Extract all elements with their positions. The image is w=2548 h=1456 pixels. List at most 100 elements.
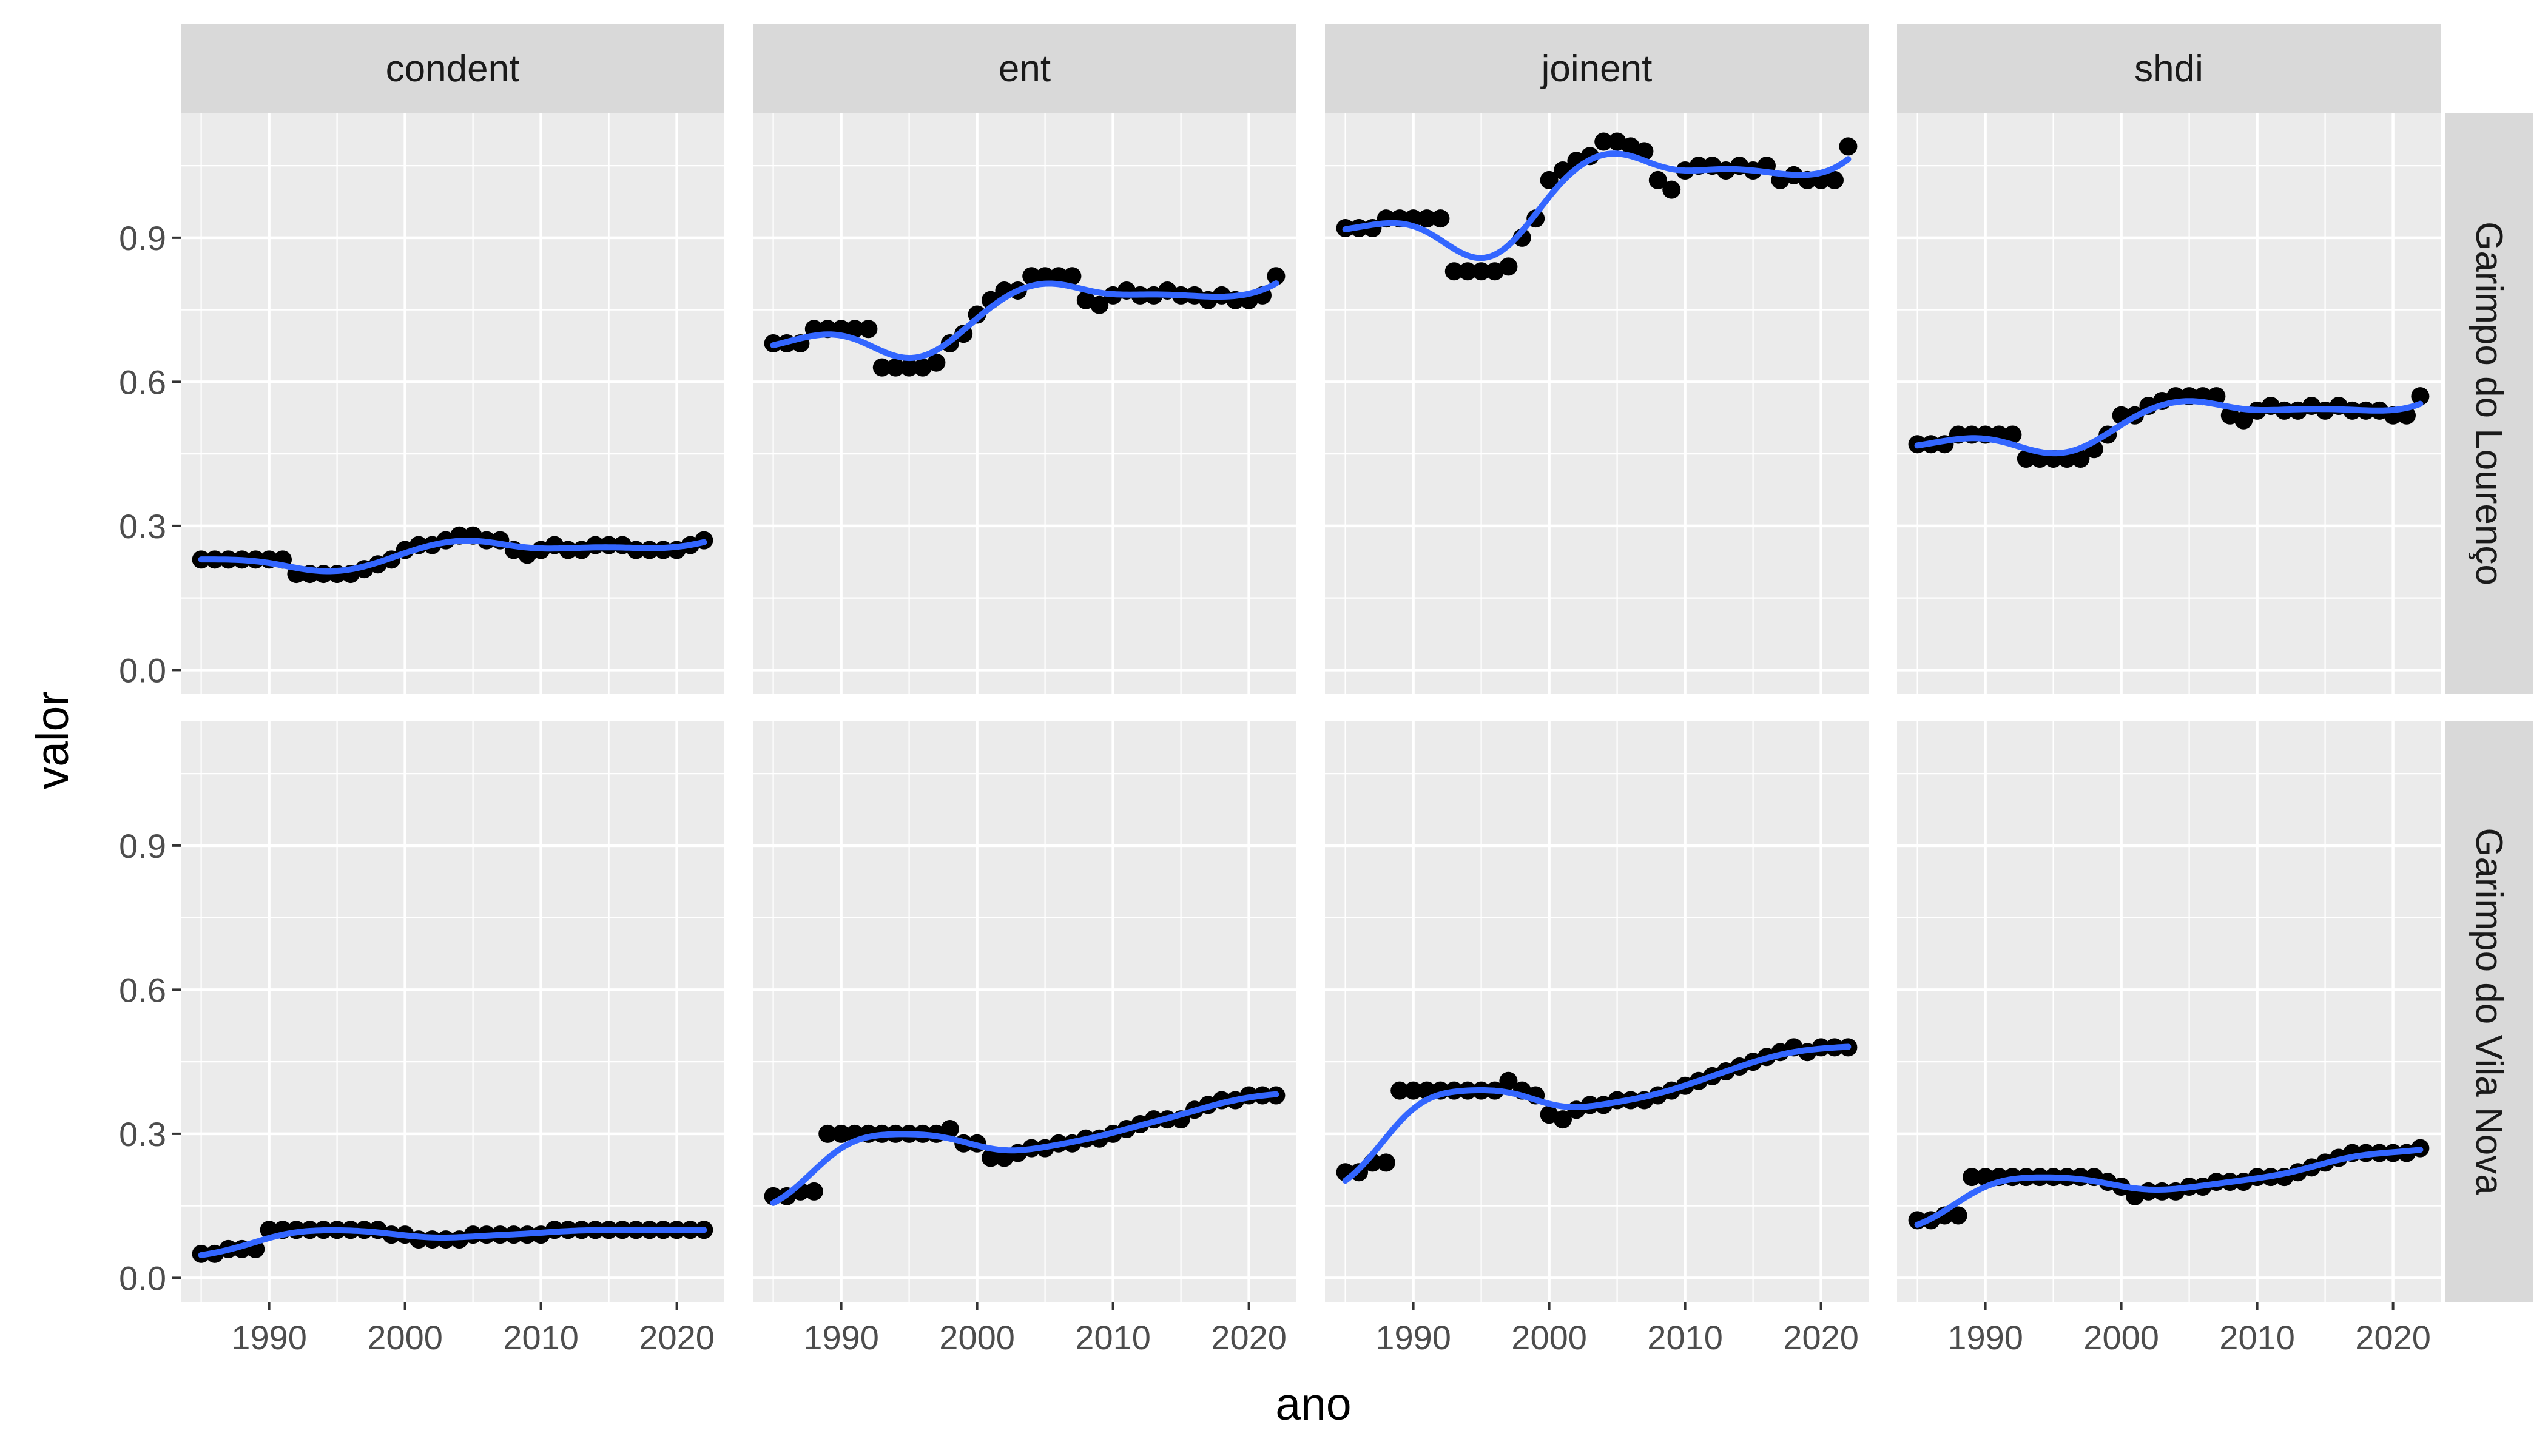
data-point	[872, 358, 891, 377]
data-point	[1050, 267, 1068, 286]
panel-background	[1325, 113, 1869, 694]
axes-layer: 0.0 0.3 0.6 0.9 0.0 0.3 0.6 0.9 1990 2000 2010 2020…	[119, 219, 2431, 1357]
panel-background	[753, 113, 1296, 694]
smooth-line	[770, 280, 1279, 362]
y-tick-label: 0.9	[119, 219, 166, 257]
data-point	[1267, 267, 1286, 286]
data-point	[2411, 387, 2430, 406]
panel-condent-row-2	[181, 721, 724, 1302]
data-point	[1554, 1110, 1572, 1129]
data-point	[1090, 295, 1109, 314]
data-point	[1022, 267, 1041, 286]
data-point	[1825, 170, 1844, 189]
data-point	[982, 1148, 1000, 1167]
y-tick-label: 0.3	[119, 1115, 166, 1153]
data-point	[1444, 262, 1463, 281]
x-tick-label: 2020	[1211, 1318, 1287, 1357]
y-axis-title: valor	[27, 691, 78, 790]
panel-background	[753, 721, 1296, 1302]
data-point	[900, 358, 918, 377]
strip-joinent	[1325, 24, 1869, 113]
panels-layer	[181, 113, 2441, 1302]
smooth-line	[1342, 1043, 1852, 1184]
data-point	[1431, 209, 1450, 228]
x-tick-label: 2020	[1783, 1318, 1859, 1357]
data-point	[846, 320, 864, 339]
x-tick-label: 2010	[1647, 1318, 1723, 1357]
panel-background	[181, 721, 724, 1302]
data-point	[1390, 1081, 1409, 1100]
data-point	[1648, 170, 1667, 189]
x-tick-label: 2020	[639, 1318, 715, 1357]
data-point	[832, 1124, 851, 1143]
panel-background	[1325, 721, 1869, 1302]
smooth-line	[1914, 398, 2424, 457]
x-tick-label: 2000	[367, 1318, 443, 1357]
strip-label-shdi: shdi	[2134, 48, 2203, 90]
y-tick-label: 0.6	[119, 363, 166, 401]
strip-label-ent: ent	[999, 48, 1051, 90]
y-tick-label: 0.0	[119, 1259, 166, 1297]
smooth-line	[198, 1227, 707, 1258]
x-tick-label: 1990	[1375, 1318, 1451, 1357]
strip-shdi	[1897, 24, 2441, 113]
strip-ent	[753, 24, 1296, 113]
x-tick-label: 2000	[2083, 1318, 2159, 1357]
data-point	[2003, 425, 2022, 444]
strip-label-condent: condent	[386, 48, 520, 90]
smooth-line	[198, 538, 707, 575]
panel-shdi-row-2	[1897, 721, 2441, 1302]
panel-ent-row-2	[753, 721, 1296, 1302]
data-point	[1377, 1153, 1395, 1172]
data-point	[886, 358, 905, 377]
data-point	[1418, 209, 1436, 228]
data-point	[2071, 450, 2090, 468]
row-strips: Garimpo do Lourenço Garimpo do Vila Nova	[2445, 113, 2533, 1302]
smooth-line	[770, 1091, 1279, 1206]
data-point	[1499, 1071, 1518, 1090]
data-point	[2017, 450, 2035, 468]
data-point	[1540, 170, 1559, 189]
data-point	[1839, 137, 1858, 156]
x-tick-label: 1990	[1947, 1318, 2023, 1357]
panel-joinent-row-1	[1325, 113, 1869, 694]
row-strip-1	[2445, 113, 2533, 694]
x-axis-title: ano	[1275, 1378, 1351, 1429]
x-tick-label: 1990	[803, 1318, 879, 1357]
data-point	[1976, 1168, 1995, 1187]
panel-joinent-row-2	[1325, 721, 1869, 1302]
strip-label-joinent: joinent	[1540, 48, 1653, 90]
x-tick-label: 2010	[503, 1318, 579, 1357]
data-point	[1472, 262, 1491, 281]
data-point	[1404, 1081, 1423, 1100]
x-tick-label: 2010	[1075, 1318, 1151, 1357]
y-tick-label: 0.9	[119, 827, 166, 865]
row-strip-label: Garimpo do Lourenço	[2468, 221, 2510, 585]
x-tick-label: 2010	[2219, 1318, 2295, 1357]
x-tick-label: 2000	[939, 1318, 1015, 1357]
row-strip-label: Garimpo do Vila Nova	[2468, 827, 2510, 1195]
y-tick-label: 0.6	[119, 971, 166, 1009]
data-point	[2234, 411, 2253, 430]
panel-background	[1897, 721, 2441, 1302]
column-strips: condent ent joinent shdi	[181, 24, 2441, 113]
panel-condent-row-1	[181, 113, 724, 694]
panel-background	[181, 113, 724, 694]
row-strip-2	[2445, 721, 2533, 1302]
data-point	[859, 320, 878, 339]
x-tick-label: 2000	[1511, 1318, 1587, 1357]
x-tick-label: 1990	[231, 1318, 307, 1357]
data-point	[804, 1182, 823, 1201]
y-tick-label: 0.3	[119, 507, 166, 545]
panel-ent-row-1	[753, 113, 1296, 694]
x-tick-label: 2020	[2355, 1318, 2431, 1357]
y-tick-label: 0.0	[119, 651, 166, 689]
data-point	[1499, 257, 1518, 276]
smooth-line	[1342, 150, 1852, 261]
data-point	[940, 1119, 959, 1138]
data-point	[1949, 1206, 1967, 1225]
data-point	[927, 353, 946, 372]
smooth-line	[1914, 1147, 2424, 1228]
data-point	[1458, 262, 1477, 281]
